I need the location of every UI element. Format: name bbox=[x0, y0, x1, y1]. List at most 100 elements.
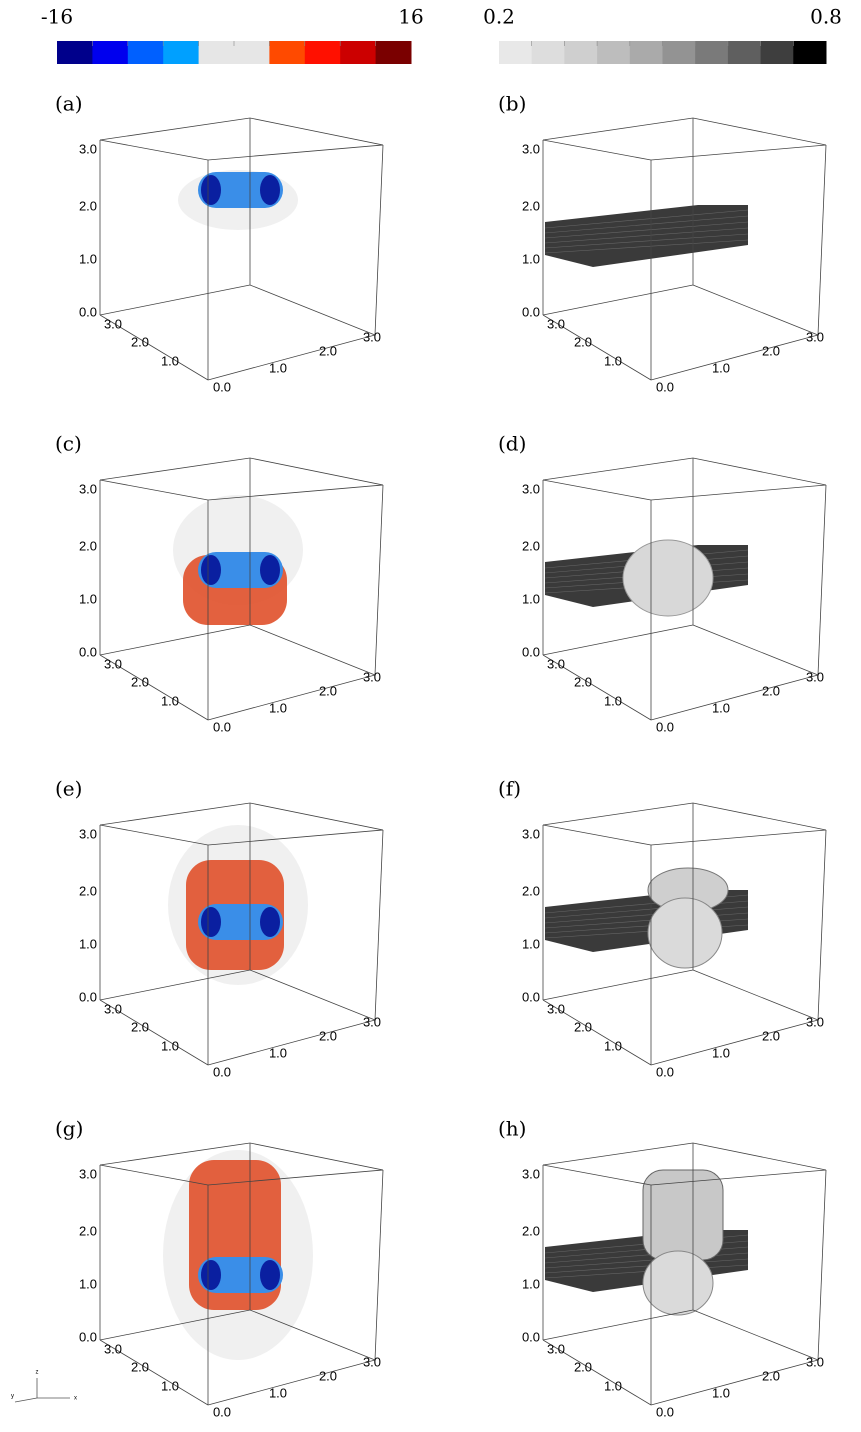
axis-tick-label: 2.0 bbox=[762, 683, 780, 698]
triad-label: x bbox=[74, 1396, 77, 1402]
axis-tick-label: 1.0 bbox=[269, 1045, 287, 1060]
cube-edge bbox=[207, 144, 384, 161]
colorbar-segment bbox=[92, 41, 129, 64]
cube-edge bbox=[374, 144, 384, 336]
axis-tick-label: 2.0 bbox=[574, 334, 592, 349]
cube-edge bbox=[99, 284, 251, 316]
axis-tick-label: 3.0 bbox=[547, 1001, 565, 1016]
axis-tick-label: 3.0 bbox=[363, 1014, 381, 1029]
cube-edge bbox=[650, 829, 827, 846]
cube-edge bbox=[207, 484, 384, 501]
axis-tick-label: 2.0 bbox=[522, 538, 540, 553]
axis-tick-label: 2.0 bbox=[79, 198, 97, 213]
bubble bbox=[647, 897, 723, 969]
axis-tick-label: 3.0 bbox=[547, 656, 565, 671]
axis-tick-label: 0.0 bbox=[213, 379, 231, 394]
cube-edge bbox=[542, 999, 652, 1066]
panel-label: (f) bbox=[498, 777, 521, 801]
cube-edge bbox=[542, 624, 694, 656]
panel-label: (b) bbox=[498, 92, 526, 116]
cube-edge bbox=[817, 484, 827, 676]
cube-edge bbox=[650, 334, 819, 381]
panel-label: (c) bbox=[55, 432, 82, 456]
axis-tick-label: 1.0 bbox=[79, 936, 97, 951]
cube-edge bbox=[817, 829, 827, 1021]
axis-tick-label: 1.0 bbox=[522, 591, 540, 606]
colorbar-segment bbox=[662, 41, 696, 64]
slab-stripe bbox=[544, 221, 749, 239]
bubble bbox=[622, 539, 714, 617]
cube-edge bbox=[249, 1309, 376, 1361]
colorbar-segment bbox=[793, 41, 827, 64]
panel: (g) 0.0 1.0 2.0 3.0 1.0 2.0 3.0 0.0 1.0 2.0 3.0 bbox=[55, 1117, 384, 1419]
slab-stripe bbox=[544, 227, 749, 244]
axis-tick-label: 0.0 bbox=[656, 379, 674, 394]
cube-edge bbox=[650, 1359, 819, 1406]
panel: (h) 0.0 1.0 2.0 3.0 1.0 2.0 3.0 0.0 1.0 2.0 3.0 bbox=[498, 1117, 827, 1419]
axis-tick-label: 3.0 bbox=[104, 656, 122, 671]
cube-edge bbox=[207, 334, 376, 381]
axis-tick-label: 3.0 bbox=[522, 826, 540, 841]
colorbar-max-label: 16 bbox=[398, 5, 423, 29]
axis-tick-label: 3.0 bbox=[806, 669, 824, 684]
colorbar-min-label: -16 bbox=[41, 5, 73, 29]
cube-edge bbox=[542, 969, 694, 1001]
cube-edge bbox=[542, 1309, 694, 1341]
cube-edge bbox=[207, 1169, 384, 1186]
cube-edge bbox=[99, 654, 209, 721]
cube-edge bbox=[542, 1142, 694, 1166]
cube-edge bbox=[99, 1142, 251, 1166]
axis-tick-label: 2.0 bbox=[131, 1019, 149, 1034]
blue-end bbox=[201, 1260, 221, 1290]
axis-tick-label: 2.0 bbox=[574, 674, 592, 689]
cube-edge bbox=[542, 1339, 652, 1406]
axis-tick-label: 3.0 bbox=[806, 329, 824, 344]
colorbar-segment bbox=[695, 41, 729, 64]
axis-tick-label: 3.0 bbox=[522, 481, 540, 496]
cube-edge bbox=[692, 802, 827, 831]
bubble bbox=[642, 1250, 714, 1316]
panel: (d) 0.0 1.0 2.0 3.0 1.0 2.0 3.0 0.0 1.0 2.0 3.0 bbox=[498, 432, 827, 734]
axis-tick-label: 1.0 bbox=[522, 1276, 540, 1291]
cube-edge bbox=[99, 969, 251, 1001]
axis-tick-label: 3.0 bbox=[104, 1341, 122, 1356]
cube-edge bbox=[99, 1164, 209, 1186]
axis-tick-label: 2.0 bbox=[522, 198, 540, 213]
colorbar-segment bbox=[163, 41, 200, 64]
axis-tick-label: 1.0 bbox=[269, 1385, 287, 1400]
cube-edge bbox=[249, 457, 384, 486]
axis-tick-label: 1.0 bbox=[161, 693, 179, 708]
cube-edge bbox=[542, 117, 694, 141]
axis-tick-label: 2.0 bbox=[79, 538, 97, 553]
cube-edge bbox=[207, 1019, 376, 1066]
colorbar-segment bbox=[57, 41, 93, 64]
colorbar-segment bbox=[629, 41, 663, 64]
axis-tick-label: 2.0 bbox=[522, 1223, 540, 1238]
axis-tick-label: 2.0 bbox=[762, 343, 780, 358]
axis-tick-label: 0.0 bbox=[79, 644, 97, 659]
cube-edge bbox=[249, 1142, 384, 1171]
colorbar-segment bbox=[304, 41, 341, 64]
cube-edge bbox=[542, 654, 652, 721]
axis-tick-label: 1.0 bbox=[712, 700, 730, 715]
blue-end bbox=[260, 555, 280, 585]
axis-tick-label: 3.0 bbox=[79, 141, 97, 156]
axis-tick-label: 1.0 bbox=[269, 360, 287, 375]
axis-tick-label: 0.0 bbox=[656, 1064, 674, 1079]
cube-edge bbox=[374, 829, 384, 1021]
cube-edge bbox=[99, 624, 251, 656]
blue-end bbox=[201, 907, 221, 937]
axis-tick-label: 3.0 bbox=[547, 1341, 565, 1356]
axis-tick-label: 3.0 bbox=[806, 1014, 824, 1029]
blue-end bbox=[260, 175, 280, 205]
axis-tick-label: 1.0 bbox=[161, 353, 179, 368]
colorbar-segment bbox=[127, 41, 164, 64]
colorbar-min-label: 0.2 bbox=[483, 5, 515, 29]
blue-core bbox=[198, 552, 283, 588]
cube-edge bbox=[99, 479, 209, 501]
slab-stripe bbox=[544, 906, 749, 924]
blue-core bbox=[198, 1257, 283, 1293]
cube-edge bbox=[249, 284, 376, 336]
cube-edge bbox=[650, 484, 827, 501]
axis-tick-label: 1.0 bbox=[604, 1038, 622, 1053]
